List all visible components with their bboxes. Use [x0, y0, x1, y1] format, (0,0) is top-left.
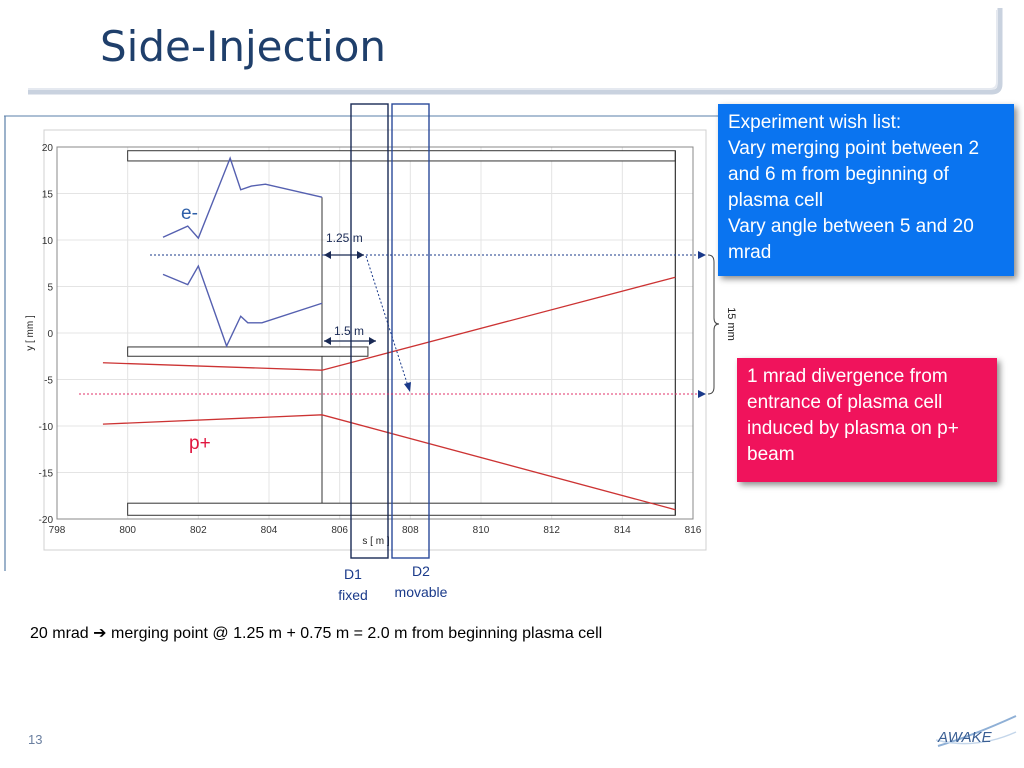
wish-list-line-1: Experiment wish list:: [728, 112, 902, 133]
reference-arrowhead: [698, 390, 706, 398]
y-tick-label: 5: [47, 283, 53, 294]
dist1-label: 1.25 m: [326, 231, 363, 245]
series-group: [102, 156, 676, 511]
y-tick-label: -5: [44, 376, 53, 387]
diverted-arrowhead: [404, 382, 411, 392]
d2-label: D2: [412, 563, 430, 579]
d1-sublabel: fixed: [338, 587, 368, 603]
axes: 798 800 802 804 806 808 810 812 814 816 20 15 10 5 0 -5…: [25, 143, 702, 547]
y-tick-label: 0: [47, 329, 53, 340]
bottom-note-text: merging point @ 1.25 m + 0.75 m = 2.0 m …: [111, 625, 603, 642]
x-tick-label: 804: [261, 525, 278, 536]
y-tick-label: -10: [39, 422, 54, 433]
electron-label: e-: [181, 203, 198, 224]
page-number: 13: [28, 732, 43, 747]
dist2-label: 1.5 m: [334, 324, 364, 338]
y-axis-label: y [ mm ]: [25, 315, 36, 351]
title-bar: Side-Injection: [0, 0, 1024, 100]
plot-axes-box: [56, 146, 694, 520]
x-tick-label: 816: [685, 525, 702, 536]
bottom-note-prefix: 20 mrad: [30, 625, 89, 642]
d2-sublabel: movable: [395, 584, 448, 600]
awake-logo: AWAKE: [932, 710, 1018, 763]
title-rule: [28, 8, 1003, 95]
lower-entry-wall: [127, 346, 369, 357]
x-tick-label: 808: [402, 525, 419, 536]
y-tick-label: -20: [39, 515, 54, 526]
diverted-path-line: [365, 255, 409, 387]
dist1-arrowhead: [324, 251, 331, 259]
annotations: e-p+ 1.25 m 1.5 m D1 fixed D2 movable 15 mm: [79, 103, 737, 603]
plasma-cell: [127, 150, 676, 516]
plot-frame: [43, 129, 707, 551]
proton-envelope-line: [102, 276, 676, 371]
electron-trajectory-line: [162, 156, 323, 240]
x-tick-label: 798: [49, 525, 66, 536]
x-tick-label: 806: [331, 525, 348, 536]
span-label: 15 mm: [725, 307, 737, 341]
y-tick-label: 20: [42, 143, 54, 154]
d1-label: D1: [344, 566, 362, 582]
x-tick-label: 800: [119, 525, 136, 536]
dist1-arrowhead: [357, 251, 364, 259]
wish-list-box: Experiment wish list: Vary merging point…: [718, 104, 1014, 276]
x-tick-label: 812: [543, 525, 560, 536]
dipole-d2-box: [391, 103, 430, 559]
span-brace: [707, 254, 720, 395]
dist2-arrowhead: [369, 337, 376, 345]
plasma-cell-bottom-wall: [127, 502, 676, 516]
x-tick-label: 802: [190, 525, 207, 536]
y-tick-label: -15: [39, 469, 54, 480]
dist2-arrowhead: [324, 337, 331, 345]
slide-title: Side-Injection: [100, 22, 387, 71]
wish-list-line-3: Vary angle between 5 and 20 mrad: [728, 216, 974, 263]
wish-list-line-2: Vary merging point between 2 and 6 m fro…: [728, 138, 980, 211]
chart-frame-accent: [4, 116, 8, 571]
reference-arrowhead: [698, 251, 706, 259]
electron-trajectory-line: [162, 264, 323, 348]
x-axis-label: s [ m ]: [362, 536, 389, 547]
divergence-text: 1 mrad divergence from entrance of plasm…: [747, 366, 959, 465]
arrow-icon: ➔: [93, 623, 107, 642]
logo-text: AWAKE: [937, 729, 993, 746]
plasma-cell-top-wall: [127, 150, 676, 162]
x-tick-label: 814: [614, 525, 631, 536]
x-tick-label: 810: [473, 525, 490, 536]
y-tick-label: 15: [42, 190, 54, 201]
bottom-note: 20 mrad ➔ merging point @ 1.25 m + 0.75 …: [30, 623, 602, 643]
divergence-box: 1 mrad divergence from entrance of plasm…: [737, 358, 997, 482]
proton-label: p+: [189, 433, 211, 454]
proton-envelope-line: [102, 414, 676, 511]
y-tick-label: 10: [42, 236, 54, 247]
dipole-d1-box: [350, 103, 389, 559]
